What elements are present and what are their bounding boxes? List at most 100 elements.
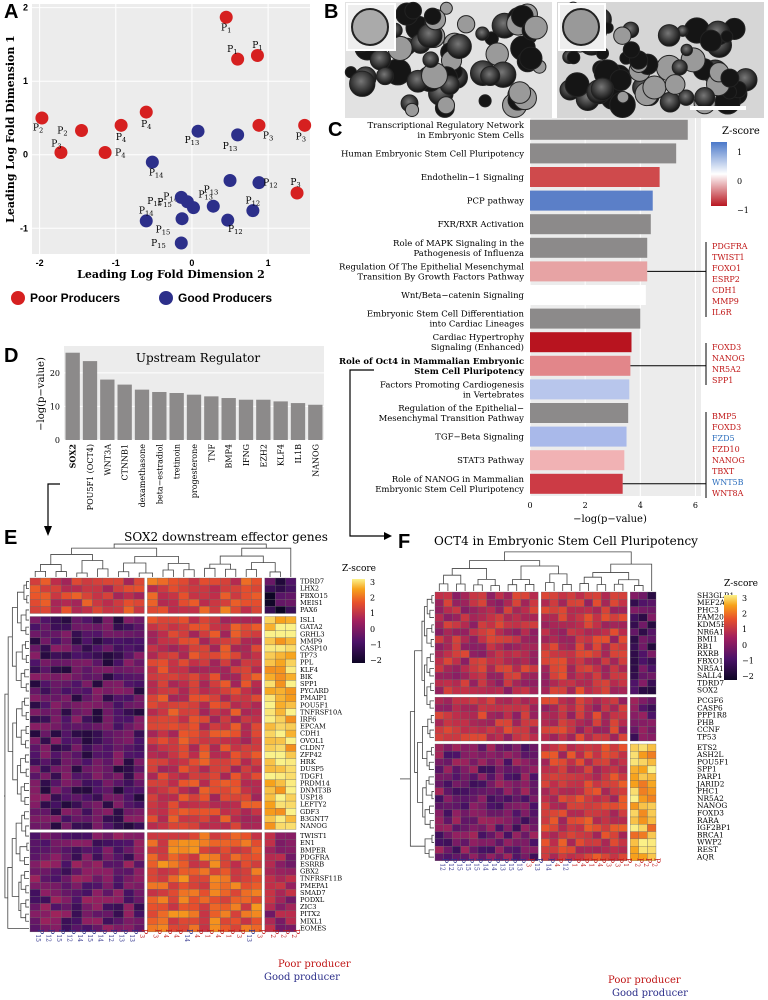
heatmap-cell [133, 630, 145, 638]
heatmap-cell [264, 786, 276, 795]
heatmap-cell [209, 737, 221, 745]
heatmap-cell [123, 744, 135, 752]
heatmap-cell [495, 704, 504, 712]
dendrogram-branch [429, 668, 434, 677]
heatmap-cell [113, 592, 124, 600]
heatmap-cell [81, 765, 93, 773]
gene-row-label: JARID2 [696, 779, 724, 788]
heatmap-cell [592, 628, 602, 636]
dendrogram-branch [596, 584, 607, 591]
heatmap-cell [147, 577, 158, 586]
heatmap-cell [113, 673, 124, 681]
heatmap-cell [50, 779, 62, 788]
heatmap-cell [102, 616, 114, 624]
heatmap-cell [240, 687, 252, 695]
heatmap-cell [486, 809, 496, 818]
heatmap-cell [168, 658, 179, 667]
heatmap-cell [157, 599, 169, 607]
gene-label: NANOG [712, 456, 745, 465]
heatmap-cell [495, 765, 504, 774]
column-label: P2 [269, 929, 280, 938]
heatmap-cell [50, 599, 62, 607]
heatmap-cell [285, 860, 297, 869]
gene-row-label: GBX2 [300, 868, 319, 876]
heatmap-cell [529, 787, 539, 796]
connector-arrow-f [349, 369, 384, 537]
heatmap-cell [495, 613, 504, 622]
heatmap-cell [264, 779, 276, 788]
heatmap-cell [592, 621, 602, 629]
heatmap-cell [81, 708, 93, 717]
gene-row-label: TWIST1 [300, 832, 327, 840]
heatmap-cell [81, 729, 93, 738]
heatmap-cell [630, 642, 639, 651]
heatmap-cell [157, 889, 169, 897]
heatmap-cell [29, 644, 41, 653]
heatmap-cell [102, 917, 114, 925]
heatmap-cell [102, 751, 114, 759]
heatmap-cell [251, 623, 262, 631]
heatmap-cell [452, 787, 461, 796]
heatmap-cell [460, 642, 470, 651]
heatmap-cell [434, 838, 444, 847]
heatmap-cell [61, 822, 72, 830]
pathway-bar [530, 214, 651, 235]
heatmap-cell [486, 591, 496, 600]
heatmap-cell [102, 853, 114, 862]
good-producer-point [252, 176, 266, 190]
heatmap-cell [549, 831, 559, 840]
heatmap-cell [157, 644, 169, 653]
heatmap-cell [147, 715, 158, 724]
poor-producer-point [35, 111, 49, 125]
heatmap-cell [647, 809, 657, 818]
heatmap-cell [92, 658, 103, 667]
heatmap-cell [477, 838, 487, 847]
heatmap-cell [188, 846, 200, 854]
heatmap-f: OCT4 in Embryonic Stem Cell Pluripotency… [400, 534, 758, 999]
gene-row-label: SH3GLB1 [697, 591, 734, 600]
heatmap-cell [199, 715, 210, 724]
heatmap-cell [147, 744, 158, 752]
heatmap-cell [575, 758, 585, 767]
heatmap-cell [147, 630, 158, 638]
heatmap-cell [168, 853, 179, 862]
heatmap-cell [40, 815, 51, 823]
heatmap-cell [558, 765, 568, 774]
heatmap-cell [584, 599, 593, 607]
heatmap-cell [188, 808, 200, 816]
heatmap-cell [520, 733, 530, 742]
heatmap-cell [102, 793, 114, 802]
heatmap-cell [601, 642, 611, 651]
heatmap-cell [102, 637, 114, 646]
heatmap-cell [50, 889, 62, 897]
heatmap-cell [240, 839, 252, 847]
y-tick-label: 0 [23, 150, 28, 160]
heatmap-cell [240, 630, 252, 638]
heatmap-cell [188, 637, 200, 646]
heatmap-cell [92, 644, 103, 653]
heatmap-cell [618, 718, 628, 727]
heatmap-cell [264, 658, 276, 667]
heatmap-cell [178, 694, 190, 702]
heatmap-cell [230, 896, 242, 904]
heatmap-cell [102, 680, 114, 688]
heatmap-cell [460, 780, 470, 788]
heatmap-cell [240, 800, 252, 809]
heatmap-cell [81, 867, 93, 876]
heatmap-cell [275, 623, 286, 631]
column-label: P4 [596, 858, 607, 867]
heatmap-cell [40, 751, 51, 759]
heatmap-cell [81, 701, 93, 709]
heatmap-cell [264, 616, 276, 624]
heatmap-cell [647, 794, 657, 803]
heatmap-cell [592, 846, 602, 854]
heatmap-cell [630, 831, 639, 840]
heatmap-cell [29, 651, 41, 660]
heatmap-cell [529, 838, 539, 847]
heatmap-cell [647, 787, 657, 796]
heatmap-cell [592, 831, 602, 840]
gene-row-label: DUSP5 [300, 765, 324, 773]
heatmap-cell [220, 910, 231, 918]
heatmap-cell [50, 808, 62, 816]
heatmap-cell [188, 751, 200, 759]
